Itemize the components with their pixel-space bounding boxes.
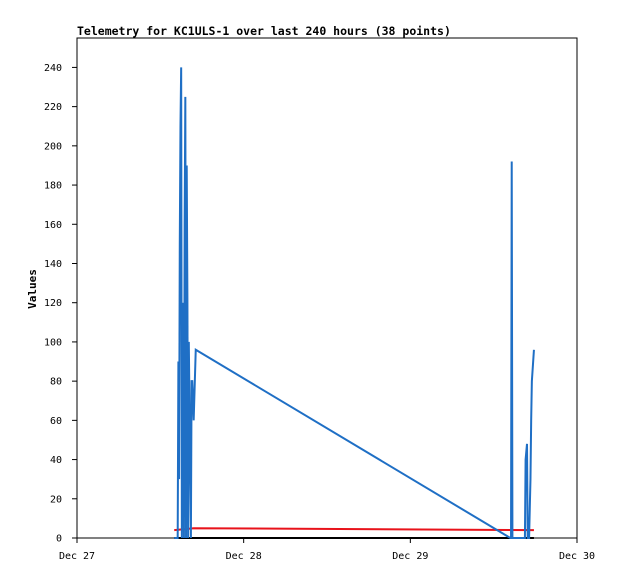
x-axis: Dec 27 Dec 28 Dec 29 Dec 30 bbox=[59, 538, 595, 562]
y-tick-label: 80 bbox=[50, 377, 62, 388]
y-axis: 0 20 40 60 80 100 120 140 160 180 200 220 240 bbox=[44, 63, 77, 545]
y-tick-label: 220 bbox=[44, 102, 62, 113]
series-line-0 bbox=[174, 67, 535, 539]
y-tick-label: 140 bbox=[44, 259, 62, 270]
y-tick-label: 160 bbox=[44, 220, 62, 231]
x-tick-label: Dec 28 bbox=[226, 551, 262, 562]
chart-title: Telemetry for KC1ULS-1 over last 240 hou… bbox=[77, 24, 451, 38]
y-tick-label: 240 bbox=[44, 63, 62, 74]
x-tick-label: Dec 30 bbox=[559, 551, 595, 562]
y-tick-label: 0 bbox=[56, 534, 62, 545]
y-tick-label: 120 bbox=[44, 298, 62, 309]
series-layer bbox=[174, 67, 535, 539]
y-tick-label: 200 bbox=[44, 141, 62, 152]
plot-area bbox=[76, 37, 578, 539]
y-tick-label: 20 bbox=[50, 494, 62, 505]
y-tick-label: 40 bbox=[50, 455, 62, 466]
x-tick-label: Dec 27 bbox=[59, 551, 95, 562]
y-axis-title: Values bbox=[26, 269, 39, 309]
x-tick-label: Dec 29 bbox=[392, 551, 428, 562]
series-line-1 bbox=[174, 527, 534, 532]
y-tick-label: 100 bbox=[44, 337, 62, 348]
y-tick-label: 60 bbox=[50, 416, 62, 427]
y-tick-label: 180 bbox=[44, 181, 62, 192]
